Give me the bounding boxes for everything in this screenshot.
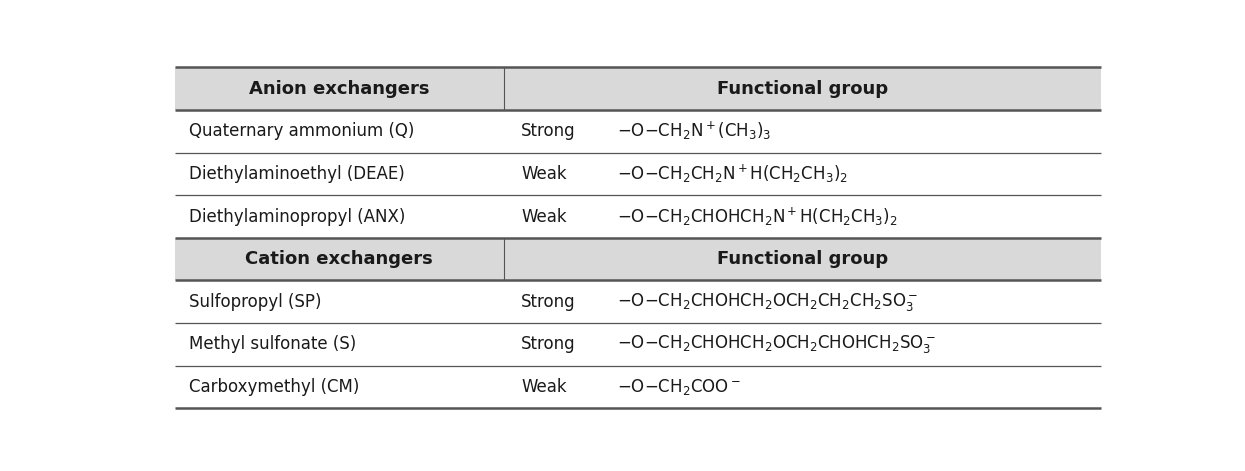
Text: $\mathregular{-O{-}CH_2CHOHCH_2OCH_2CH_2CH_2SO_3^-}$: $\mathregular{-O{-}CH_2CHOHCH_2OCH_2CH_2… (618, 291, 919, 313)
Text: Weak: Weak (522, 165, 566, 183)
FancyBboxPatch shape (504, 67, 1101, 110)
FancyBboxPatch shape (174, 365, 1101, 408)
Text: Cation exchangers: Cation exchangers (245, 250, 433, 268)
Text: $\mathregular{-O{-}CH_2CHOHCH_2OCH_2CHOHCH_2SO_3^-}$: $\mathregular{-O{-}CH_2CHOHCH_2OCH_2CHOH… (618, 333, 936, 356)
Text: Weak: Weak (522, 378, 566, 396)
FancyBboxPatch shape (174, 153, 1101, 195)
FancyBboxPatch shape (174, 195, 1101, 238)
Text: Quaternary ammonium (Q): Quaternary ammonium (Q) (189, 122, 415, 140)
FancyBboxPatch shape (174, 110, 1101, 153)
Text: Functional group: Functional group (717, 250, 888, 268)
Text: Anion exchangers: Anion exchangers (249, 80, 430, 97)
Text: Strong: Strong (522, 122, 575, 140)
FancyBboxPatch shape (174, 323, 1101, 365)
Text: Strong: Strong (522, 335, 575, 353)
Text: $\mathregular{-O{-}CH_2CHOHCH_2N^+H(CH_2CH_3)_2}$: $\mathregular{-O{-}CH_2CHOHCH_2N^+H(CH_2… (618, 205, 898, 227)
FancyBboxPatch shape (174, 238, 504, 280)
Text: Diethylaminopropyl (ANX): Diethylaminopropyl (ANX) (189, 208, 406, 226)
FancyBboxPatch shape (504, 238, 1101, 280)
Text: $\mathregular{-O{-}CH_2CH_2N^+H(CH_2CH_3)_2}$: $\mathregular{-O{-}CH_2CH_2N^+H(CH_2CH_3… (618, 163, 848, 185)
Text: $\mathregular{-O{-}CH_2N^+(CH_3)_3}$: $\mathregular{-O{-}CH_2N^+(CH_3)_3}$ (618, 120, 772, 142)
FancyBboxPatch shape (174, 280, 1101, 323)
Text: Functional group: Functional group (717, 80, 888, 97)
Text: Diethylaminoethyl (DEAE): Diethylaminoethyl (DEAE) (189, 165, 405, 183)
Text: $\mathregular{-O{-}CH_2COO^-}$: $\mathregular{-O{-}CH_2COO^-}$ (618, 377, 741, 397)
Text: Weak: Weak (522, 208, 566, 226)
Text: Carboxymethyl (CM): Carboxymethyl (CM) (189, 378, 360, 396)
FancyBboxPatch shape (174, 67, 504, 110)
Text: Strong: Strong (522, 293, 575, 311)
Text: Sulfopropyl (SP): Sulfopropyl (SP) (189, 293, 322, 311)
Text: Methyl sulfonate (S): Methyl sulfonate (S) (189, 335, 356, 353)
